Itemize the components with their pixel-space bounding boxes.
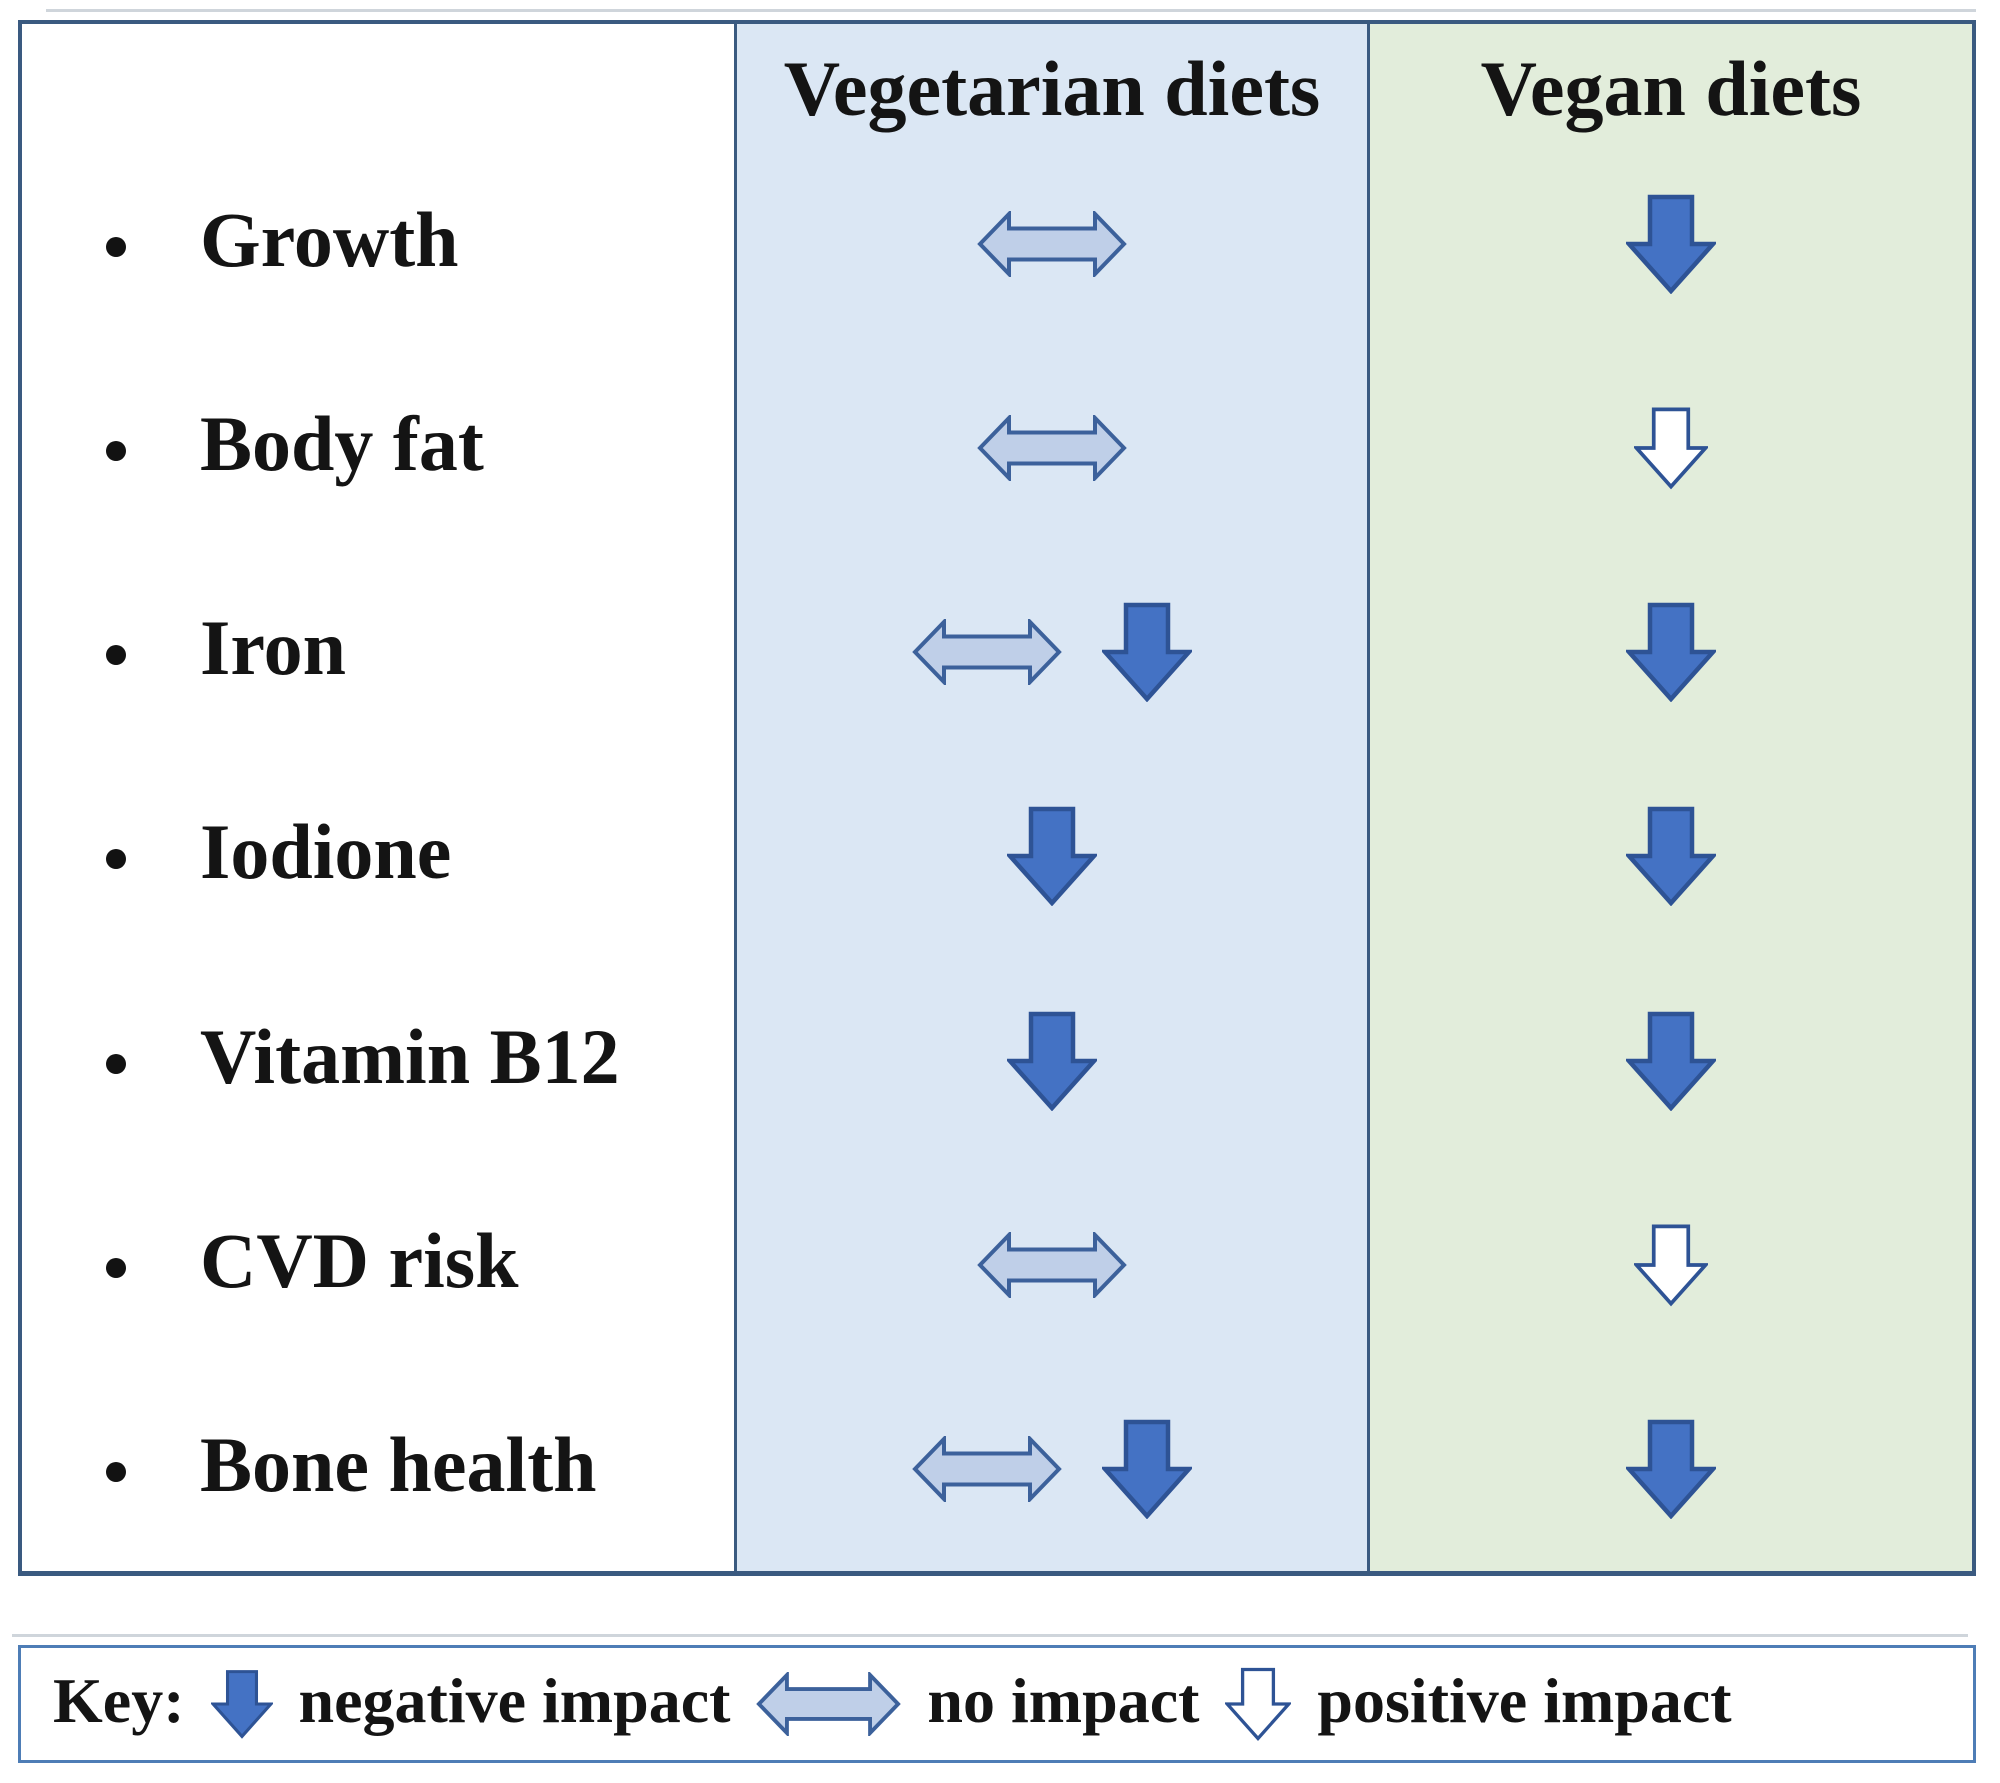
no-impact-arrow-icon — [912, 619, 1062, 686]
no-impact-arrow-icon — [977, 211, 1127, 278]
scan-artifact-line-top — [46, 9, 1976, 12]
header-vegetarian-diets: Vegetarian diets — [734, 24, 1370, 142]
cell-vegan-growth — [1370, 142, 1972, 347]
legend-title: Key: — [53, 1665, 185, 1736]
row-iron: Iron — [22, 550, 734, 754]
cell-vegan-cvd-risk — [1370, 1162, 1972, 1367]
bullet-icon — [106, 1053, 126, 1074]
vegetarian-diets-header-label: Vegetarian diets — [783, 45, 1321, 132]
positive-arrow-icon — [1634, 407, 1708, 490]
row-cvd-risk: CVD risk — [22, 1163, 734, 1367]
cell-vegan-vitamin-b12 — [1370, 958, 1972, 1163]
negative-arrow-icon — [1102, 1419, 1192, 1519]
positive-arrow-shape — [1225, 1667, 1292, 1741]
positive-arrow-shape — [1634, 1224, 1708, 1307]
row-label-iron: Iron — [200, 604, 346, 692]
no-impact-arrow-shape — [912, 619, 1062, 686]
cell-vegetarian-cvd-risk — [734, 1162, 1370, 1367]
negative-arrow-icon — [1626, 603, 1716, 703]
cell-vegetarian-iodione — [734, 754, 1370, 959]
row-label-bone-health: Bone health — [200, 1420, 597, 1508]
bullet-icon — [106, 1461, 126, 1482]
negative-arrow-shape — [1007, 1011, 1097, 1111]
negative-arrow-shape — [1626, 807, 1716, 907]
negative-arrow-icon — [1626, 1419, 1716, 1519]
row-label-growth: Growth — [200, 196, 459, 284]
positive-arrow-icon — [1634, 1224, 1708, 1307]
positive-arrow-icon — [1225, 1667, 1292, 1741]
legend-text-positive: positive impact — [1317, 1665, 1732, 1736]
no-impact-arrow-icon — [977, 1231, 1127, 1298]
row-body-fat: Body fat — [22, 346, 734, 550]
negative-arrow-shape — [210, 1670, 273, 1739]
row-bone-health: Bone health — [22, 1367, 734, 1571]
header-vegan-diets: Vegan diets — [1370, 24, 1972, 142]
negative-arrow-shape — [1102, 603, 1192, 703]
no-impact-arrow-icon — [977, 415, 1127, 482]
legend-text-no-impact: no impact — [927, 1665, 1200, 1736]
cell-vegetarian-bone-health — [734, 1366, 1370, 1571]
negative-arrow-icon — [1007, 807, 1097, 907]
no-impact-arrow-shape — [977, 211, 1127, 278]
cell-vegan-iodione — [1370, 754, 1972, 959]
no-impact-arrow-shape — [977, 415, 1127, 482]
row-label-body-fat: Body fat — [200, 400, 484, 488]
bullet-icon — [106, 441, 126, 462]
row-vitamin-b12: Vitamin B12 — [22, 959, 734, 1163]
cell-vegetarian-iron — [734, 550, 1370, 755]
negative-arrow-shape — [1626, 1011, 1716, 1111]
negative-arrow-shape — [1626, 194, 1716, 295]
bullet-icon — [106, 849, 126, 870]
cell-vegan-body-fat — [1370, 346, 1972, 551]
cell-vegan-iron — [1370, 550, 1972, 755]
legend: Key: negative impact no impact positive im… — [18, 1645, 1976, 1763]
bullet-icon — [106, 237, 126, 258]
negative-arrow-icon — [210, 1670, 273, 1739]
cell-vegetarian-growth — [734, 142, 1370, 347]
negative-arrow-icon — [1626, 1011, 1716, 1111]
row-label-cvd-risk: CVD risk — [200, 1216, 519, 1304]
cell-vegetarian-vitamin-b12 — [734, 958, 1370, 1163]
negative-arrow-shape — [1007, 807, 1097, 907]
bullet-icon — [106, 645, 126, 666]
negative-arrow-icon — [1102, 603, 1192, 703]
cell-vegetarian-body-fat — [734, 346, 1370, 551]
no-impact-arrow-shape — [977, 1231, 1127, 1298]
row-label-vitamin-b12: Vitamin B12 — [200, 1012, 620, 1100]
negative-arrow-icon — [1007, 1011, 1097, 1111]
negative-arrow-icon — [1626, 807, 1716, 907]
row-iodione: Iodione — [22, 754, 734, 958]
header-spacer-cell — [22, 24, 734, 142]
positive-arrow-shape — [1634, 407, 1708, 490]
negative-arrow-icon — [1626, 194, 1716, 295]
legend-text-negative: negative impact — [298, 1665, 731, 1736]
no-impact-arrow-shape — [912, 1435, 1062, 1502]
negative-arrow-shape — [1626, 603, 1716, 703]
cell-vegan-bone-health — [1370, 1366, 1972, 1571]
no-impact-arrow-icon — [912, 1435, 1062, 1502]
diet-comparison-table: Vegetarian diets Vegan diets Growth Body … — [18, 20, 1976, 1576]
no-impact-arrow-icon — [756, 1672, 902, 1736]
no-impact-arrow-shape — [756, 1672, 902, 1736]
row-growth: Growth — [22, 142, 734, 346]
scan-artifact-line-above-key — [12, 1634, 1968, 1637]
row-label-iodione: Iodione — [200, 808, 452, 896]
negative-arrow-shape — [1102, 1419, 1192, 1519]
vegan-diets-header-label: Vegan diets — [1480, 45, 1862, 132]
bullet-icon — [106, 1257, 126, 1278]
negative-arrow-shape — [1626, 1419, 1716, 1519]
